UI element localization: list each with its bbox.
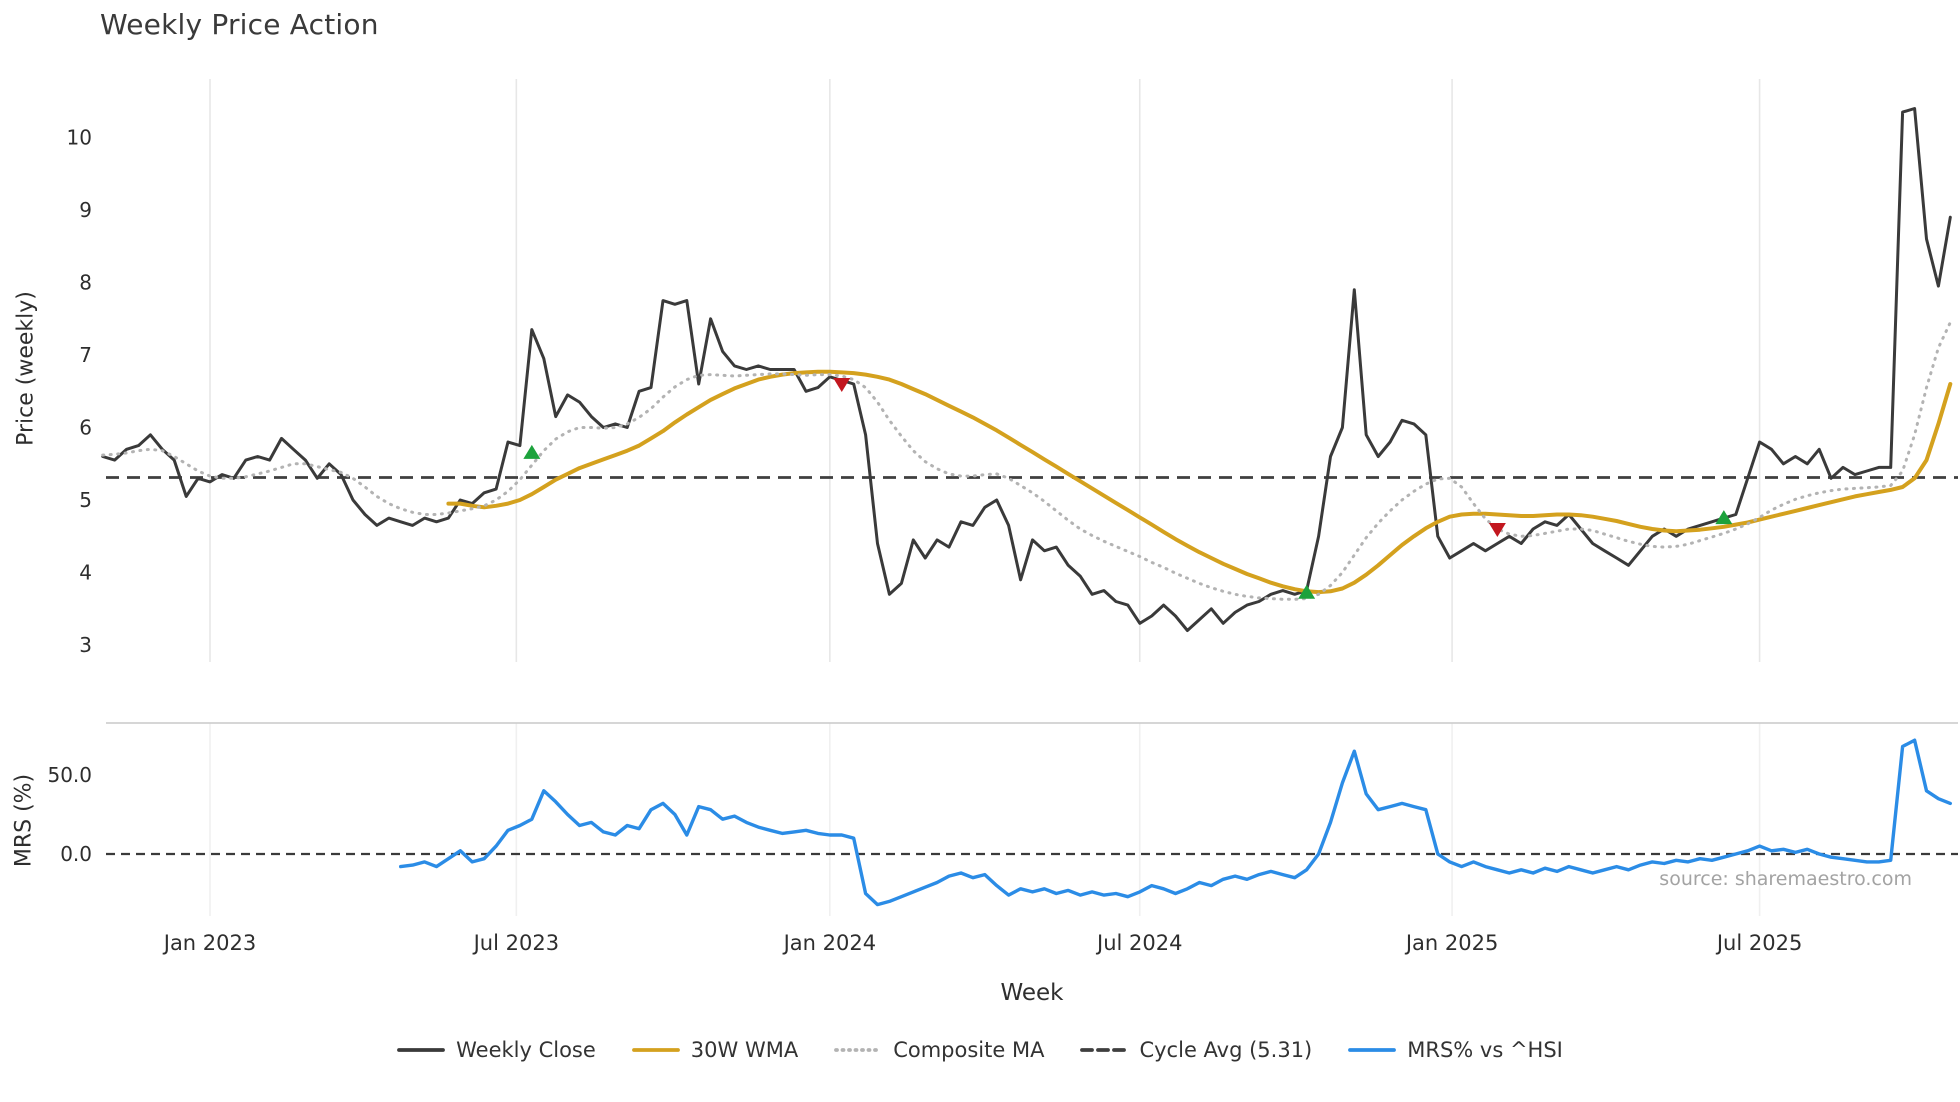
x-tick-label: Jan 2025 — [1404, 931, 1499, 955]
x-tick-label: Jul 2025 — [1715, 931, 1802, 955]
legend-line-swatch — [834, 1048, 883, 1052]
legend-item: Composite MA — [834, 1038, 1044, 1062]
x-tick-label: Jan 2023 — [162, 931, 257, 955]
series-weekly-close — [101, 107, 1952, 632]
price-y-tick-label: 9 — [79, 198, 92, 222]
buy-marker-icon — [1715, 510, 1733, 525]
legend-line-swatch — [1080, 1048, 1129, 1052]
legend-label: Weekly Close — [456, 1038, 596, 1062]
chart-legend: Weekly Close 30W WMA Composite MA Cycle Avg… — [0, 1038, 1960, 1062]
legend-item: Weekly Close — [397, 1038, 596, 1062]
x-axis-label: Week — [1000, 980, 1064, 1006]
legend-label: 30W WMA — [690, 1038, 799, 1062]
series-30w-wma — [446, 369, 1953, 595]
x-tick-label: Jul 2024 — [1095, 931, 1182, 955]
mrs-y-tick-label: 0.0 — [60, 842, 92, 866]
legend-label: MRS% vs ^HSI — [1407, 1038, 1563, 1062]
price-y-tick-label: 7 — [79, 343, 92, 367]
price-y-tick-label: 6 — [79, 416, 92, 440]
price-y-axis-label: Price (weekly) — [13, 291, 39, 446]
mrs-y-axis-label: MRS (%) — [11, 773, 37, 868]
series-mrs-vs-hsi — [399, 738, 1952, 907]
price-y-tick-label: 5 — [79, 488, 92, 512]
price-y-tick-label: 10 — [67, 126, 92, 150]
price-y-tick-label: 4 — [79, 561, 92, 585]
legend-line-swatch — [397, 1048, 446, 1052]
sell-marker-icon — [833, 378, 851, 392]
legend-item: MRS% vs ^HSI — [1348, 1038, 1563, 1062]
legend-item: Cycle Avg (5.31) — [1080, 1038, 1312, 1062]
sell-marker-icon — [1488, 523, 1506, 537]
x-tick-label: Jul 2023 — [472, 931, 559, 955]
buy-marker-icon — [1298, 584, 1316, 599]
legend-line-swatch — [1348, 1048, 1397, 1052]
legend-item: 30W WMA — [631, 1038, 799, 1062]
source-note: source: sharemaestro.com — [1659, 868, 1912, 890]
legend-label: Composite MA — [893, 1038, 1045, 1062]
chart-title: Weekly Price Action — [100, 8, 379, 41]
x-tick-label: Jan 2024 — [782, 931, 877, 955]
series-composite-ma — [101, 320, 1952, 601]
legend-line-swatch — [631, 1048, 680, 1052]
buy-marker-icon — [523, 444, 541, 459]
price-y-tick-label: 8 — [79, 271, 92, 295]
legend-label: Cycle Avg (5.31) — [1139, 1038, 1313, 1062]
price-y-tick-label: 3 — [79, 633, 92, 657]
mrs-y-tick-label: 50.0 — [47, 763, 92, 787]
